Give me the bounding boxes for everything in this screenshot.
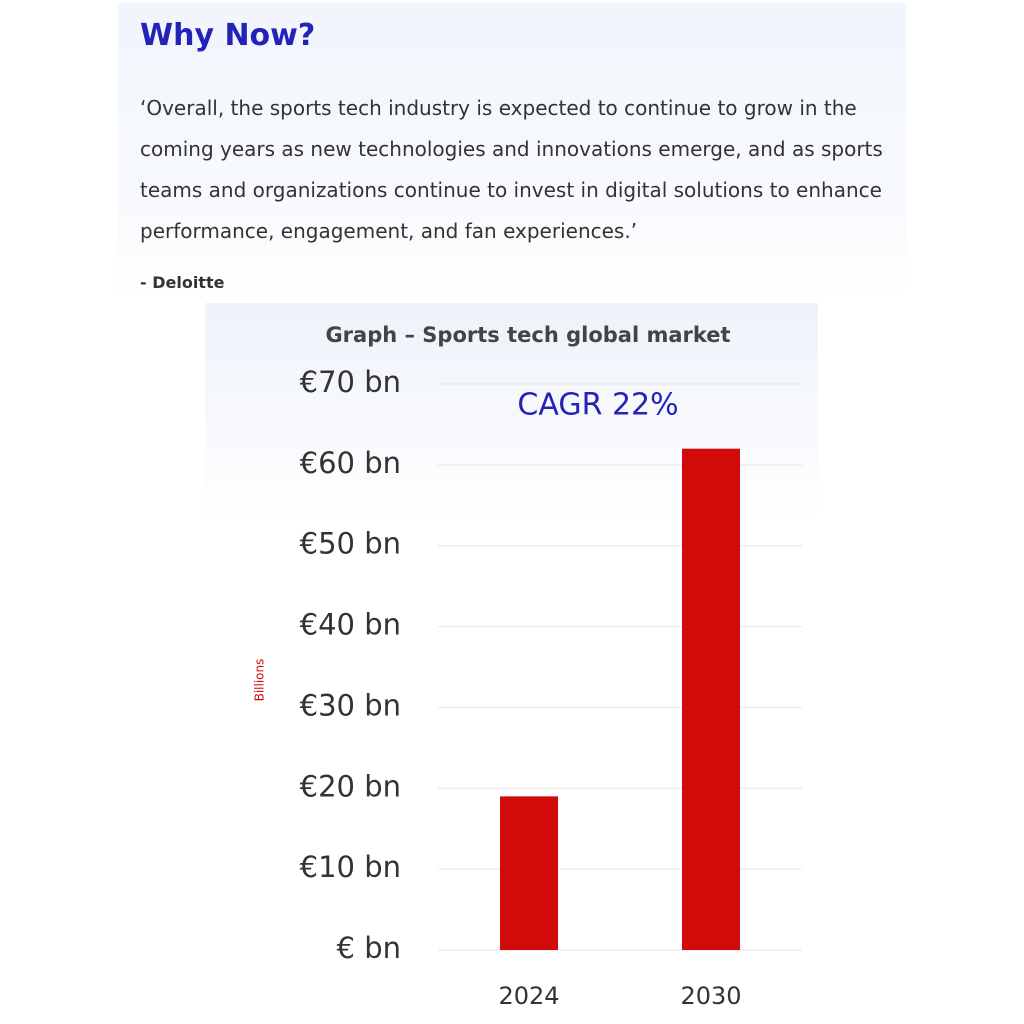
section-title: Why Now? [140, 18, 316, 53]
y-tick-label: €30 bn [300, 688, 401, 722]
y-tick-label: €40 bn [300, 608, 401, 642]
bar [682, 448, 740, 950]
chart-title: Graph – Sports tech global market [325, 323, 730, 347]
quote-attribution: - Deloitte [140, 273, 225, 292]
bar [500, 796, 558, 950]
y-axis-label: Billions [253, 659, 267, 702]
x-tick-label: 2024 [498, 982, 559, 1010]
quote-text: ‘Overall, the sports tech industry is ex… [140, 96, 883, 243]
header-card [118, 3, 906, 301]
y-tick-label: €60 bn [300, 446, 401, 480]
y-tick-label: €20 bn [300, 769, 401, 803]
y-tick-label: € bn [337, 931, 401, 965]
y-tick-label: €70 bn [300, 365, 401, 399]
annotation: CAGR 22% [517, 388, 678, 423]
y-tick-label: €10 bn [300, 850, 401, 884]
x-tick-label: 2030 [680, 982, 741, 1010]
y-tick-label: €50 bn [300, 527, 401, 561]
